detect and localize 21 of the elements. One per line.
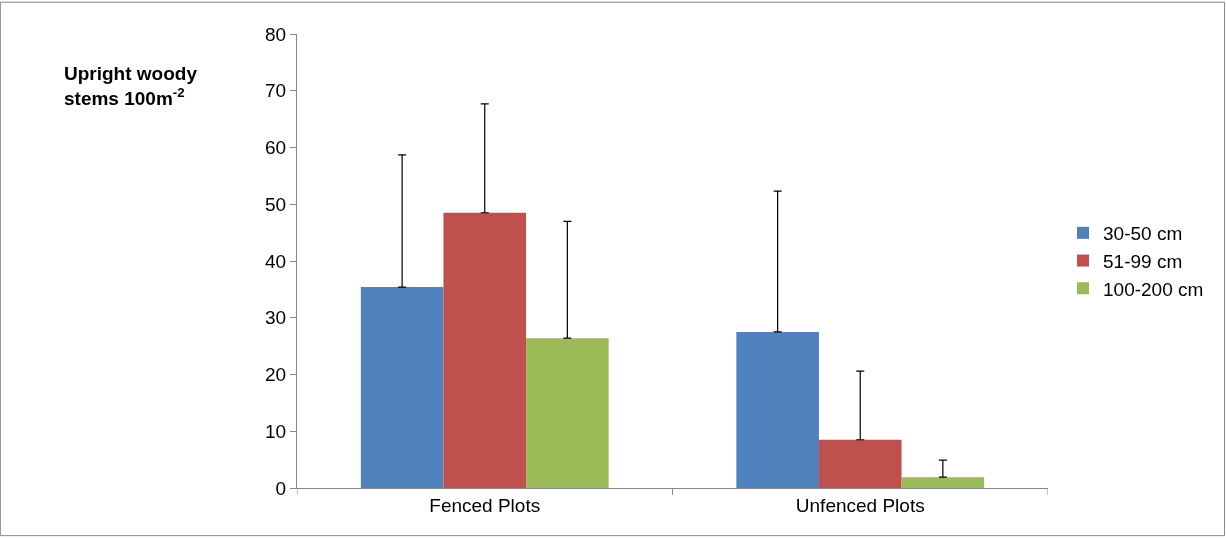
x-tick-label: Fenced Plots (429, 494, 541, 516)
y-tick-label: 60 (265, 137, 287, 159)
legend-label: 30-50 cm (1103, 223, 1183, 245)
legend-label: 100-200 cm (1103, 278, 1204, 300)
bar (901, 477, 985, 488)
y-tick-label: 20 (265, 364, 287, 386)
bar (818, 439, 902, 488)
bar (526, 338, 609, 488)
y-axis-title: Upright woody stems 100m$^{-2}$ (64, 63, 198, 109)
y-tick-label: 50 (265, 193, 287, 215)
y-tick-label: 30 (265, 307, 287, 329)
y-tick-label: 0 (275, 477, 287, 499)
bar (736, 331, 819, 488)
bar (360, 287, 444, 488)
y-tick-label: 10 (265, 420, 287, 442)
y-tick-label: 40 (265, 250, 287, 272)
legend-label: 51-99 cm (1103, 250, 1183, 272)
y-tick-label: 70 (265, 80, 287, 102)
bar (443, 212, 527, 488)
y-tick-label: 80 (265, 23, 287, 45)
x-tick-label: Unfenced Plots (795, 494, 925, 516)
